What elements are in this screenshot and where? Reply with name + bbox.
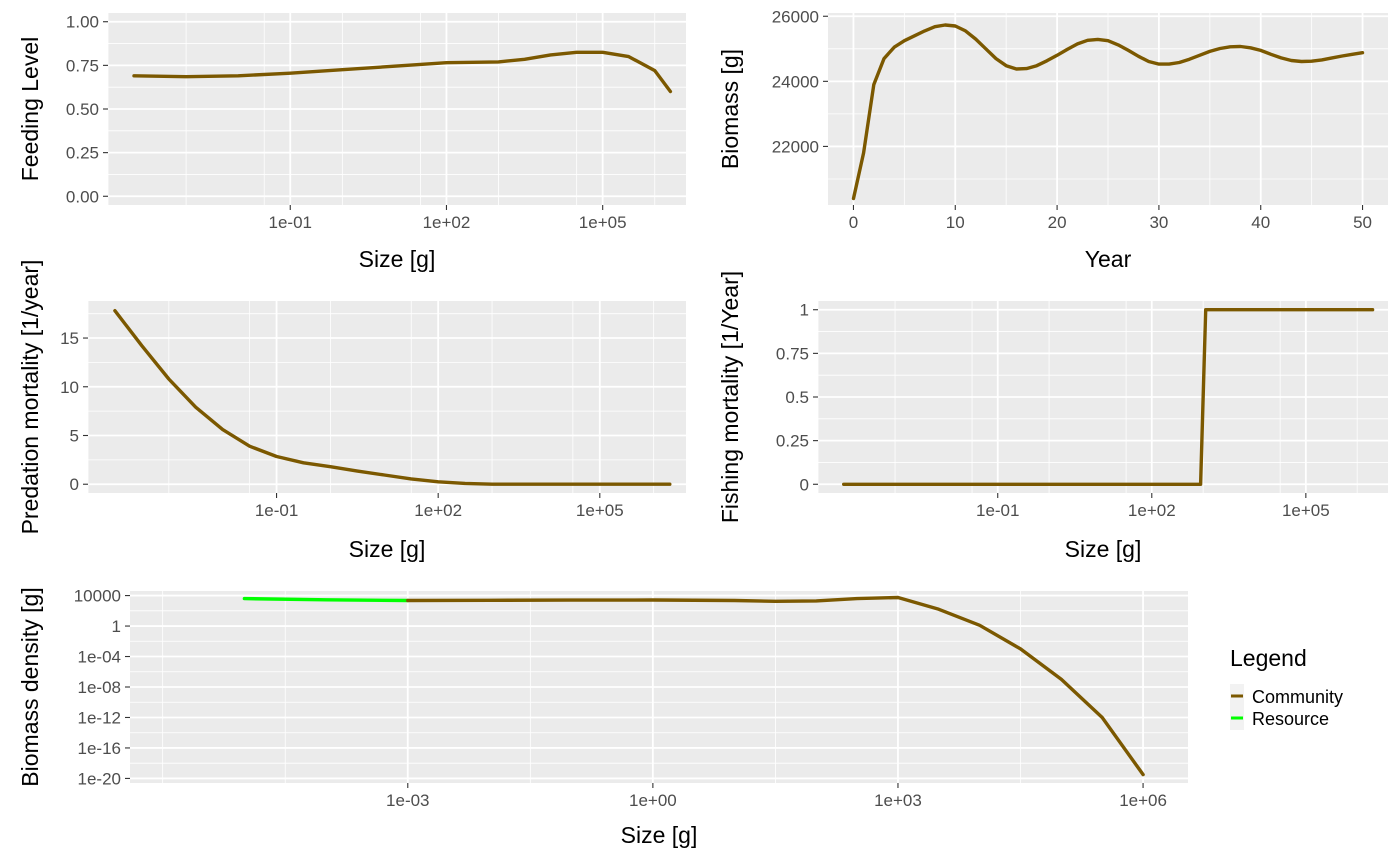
y-tick-label: 1 [112,617,121,636]
x-tick-label: 1e+02 [414,501,462,520]
series-line-predation [113,309,672,486]
y-tick-label: 1e-04 [78,648,121,667]
x-tick-label: 1e+02 [1128,501,1176,520]
y-axis-title: Biomass [g] [717,49,743,169]
y-tick-label: 22000 [772,137,819,156]
legend-label-community: Community [1252,687,1343,707]
plots: 1e-01 1e+02 1e+050.000.250.500.751.00Size … [17,7,1388,848]
x-axis-title: Size [g] [1065,536,1142,562]
panel-spectrum: 1e-03 1e+00 1e+03 1e+06 1e-20 1e-16 1e-12 1e-08… [17,587,1188,848]
x-tick-label: 40 [1251,213,1270,232]
x-axis-title: Size [g] [621,822,698,848]
x-tick-label: 1e+00 [629,791,677,810]
x-axis-title: Size [g] [359,246,436,272]
y-tick-label: 1 [800,301,809,320]
y-tick-label: 10000 [74,587,121,606]
x-tick-label: 20 [1048,213,1067,232]
y-tick-label: 1e-20 [78,769,121,788]
y-tick-label: 24000 [772,72,819,91]
y-tick-label: 5 [70,426,79,445]
x-tick-label: 1e+03 [874,791,922,810]
y-tick-label: 1.00 [66,13,99,32]
x-tick-label: 10 [946,213,965,232]
x-tick-label: 1e+06 [1119,791,1167,810]
y-tick-label: 0.5 [785,388,809,407]
y-tick-label: 0.25 [776,432,809,451]
x-tick-label: 1e+02 [423,213,471,232]
series-line-community [406,595,1145,777]
legend-title: Legend [1230,645,1307,671]
y-axis-title: Biomass density [g] [17,587,43,786]
y-tick-label: 0.75 [776,344,809,363]
y-tick-label: 0.00 [66,187,99,206]
x-tick-label: 1e-03 [386,791,429,810]
y-axis-title: Fishing mortality [1/Year] [717,271,743,523]
x-tick-label: 0 [849,213,858,232]
series-line-resource [242,596,410,603]
x-tick-label: 1e+05 [579,213,627,232]
y-tick-label: 0 [800,475,809,494]
y-tick-label: 15 [60,329,79,348]
y-tick-label: 0.75 [66,56,99,75]
panel-fishing: 1e-01 1e+02 1e+05 0 0.25 0.5 0.75 1 Size [g] Fish… [717,271,1388,562]
panel-biomass: 0 10 20 30 40 50 22000 24000 26000 Year Biomass [g… [717,7,1388,272]
y-tick-label: 0 [70,475,79,494]
series-line-fishing [842,308,1375,486]
panel-feeding: 1e-01 1e+02 1e+05 0.00 0.25 0.50 0.75 1.00 Size … [17,13,686,272]
y-axis-title: Predation mortality [1/year] [17,260,43,535]
x-axis-title: Year [1085,246,1132,272]
y-tick-label: 0.50 [66,100,99,119]
y-tick-label: 1e-08 [78,678,121,697]
y-tick-label: 0.25 [66,144,99,163]
x-tick-label: 50 [1353,213,1372,232]
x-axis-title: Size [g] [349,536,426,562]
legend: Legend Community Resource [1230,645,1343,730]
y-axis-title: Feeding Level [17,37,43,182]
legend-label-resource: Resource [1252,709,1329,729]
x-tick-label: 30 [1149,213,1168,232]
y-tick-label: 1e-16 [78,739,121,758]
y-tick-label: 26000 [772,7,819,26]
y-tick-label: 10 [60,378,79,397]
x-tick-label: 1e+05 [1282,501,1330,520]
y-tick-label: 1e-12 [78,708,121,727]
x-tick-label: 1e-01 [255,501,298,520]
series-line-feeding [132,50,673,94]
panel-predation: 1e-01 1e+02 1e+05 0 5 10 15 Size [g] Predation m… [17,260,686,562]
x-tick-label: 1e-01 [269,213,312,232]
panel-background [88,301,686,493]
x-tick-label: 1e-01 [976,501,1019,520]
x-tick-label: 1e+05 [576,501,624,520]
series-line-biomass [851,23,1365,201]
